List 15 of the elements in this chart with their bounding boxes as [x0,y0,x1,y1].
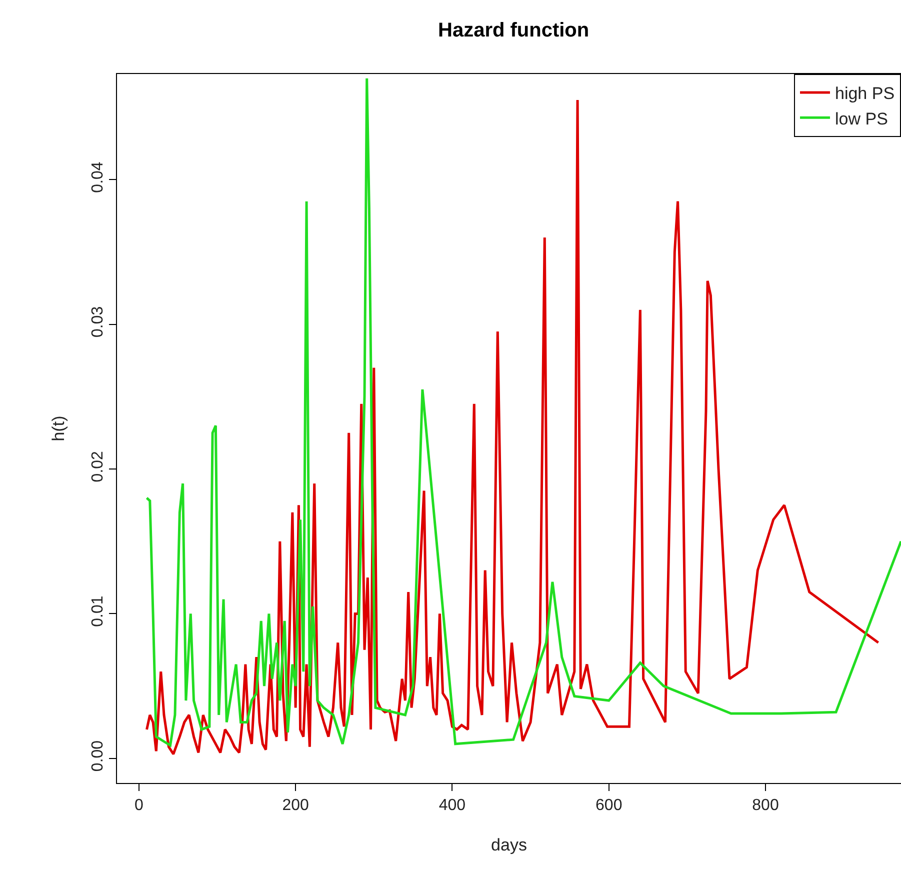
y-tick-label: 0.03 [90,306,107,338]
x-tick-label: 200 [282,797,310,814]
legend-label: high PS [835,84,895,104]
x-tick-label: 400 [438,797,466,814]
y-axis-title: h(t) [49,416,68,442]
x-tick-label: 800 [752,797,779,814]
y-tick-label: 0.00 [90,740,107,772]
x-tick-label: 0 [134,797,144,814]
x-axis-title: days [491,836,527,855]
y-tick-label: 0.01 [90,596,107,627]
legend-label: low PS [835,109,888,128]
x-tick-label: 600 [596,797,622,814]
chart-title: Hazard function [438,19,590,42]
y-tick-label: 0.02 [90,450,107,482]
y-tick-label: 0.04 [90,162,107,193]
